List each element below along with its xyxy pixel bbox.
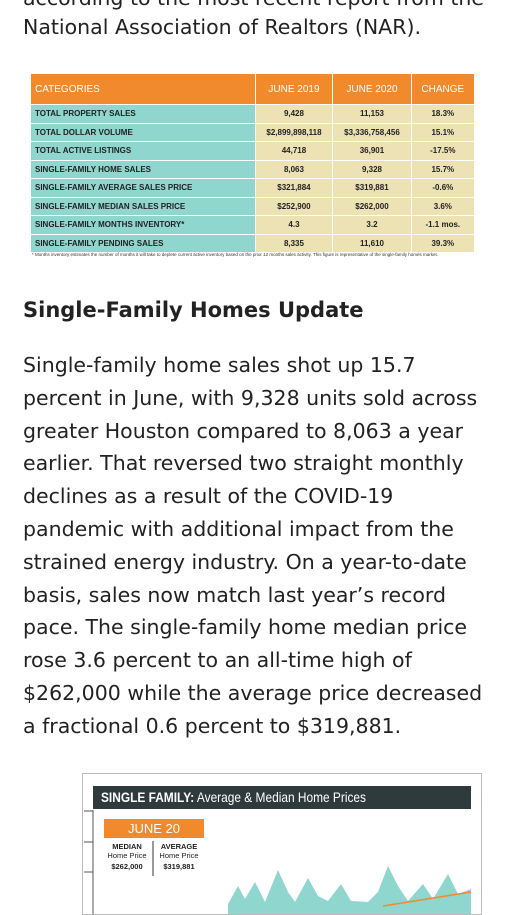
table-cell: TOTAL ACTIVE LISTINGS [30, 141, 256, 161]
chart-title: Average & Median Home Prices [196, 789, 367, 805]
area-decoration [228, 866, 471, 914]
table-cell: 9,328 [332, 159, 412, 179]
median-label: Home Price [107, 851, 147, 860]
badge: JUNE 20 [127, 821, 181, 836]
paragraph-line: basis, sales now match last year’s recor… [23, 582, 447, 607]
table-cell: SINGLE-FAMILY PENDING SALES [30, 233, 256, 253]
table-cell: $319,881 [332, 178, 412, 198]
table-row: SINGLE-FAMILY AVERAGE SALES PRICE $321,88… [30, 178, 476, 198]
table-cell: -1.1 mos. [410, 215, 476, 235]
average-label: Home Price [159, 851, 199, 860]
table-row: TOTAL ACTIVE LISTINGS 44,718 36,901 -17.5% [30, 141, 476, 161]
paragraph-line: $262,000 while the average price decreas… [23, 681, 483, 705]
table-header: JUNE 2020 [332, 73, 412, 105]
table-cell: SINGLE-FAMILY MONTHS INVENTORY* [30, 215, 256, 235]
table-cell: 44,718 [254, 141, 334, 161]
table-cell: 4.3 [254, 215, 334, 235]
paragraph-line: declines as a result of the COVID-19 [23, 484, 394, 509]
median-label: MEDIAN [112, 842, 142, 851]
paragraph-line: greater Houston compared to 8,063 a year [23, 418, 464, 443]
table-header: CHANGE [410, 73, 476, 105]
table-cell: 3.2 [332, 215, 412, 235]
table-cell: SINGLE-FAMILY AVERAGE SALES PRICE [30, 178, 256, 198]
table-cell: 36,901 [332, 141, 412, 161]
table-row: SINGLE-FAMILY MONTHS INVENTORY* 4.3 3.2 -1.… [30, 215, 476, 235]
table-row: SINGLE-FAMILY MEDIAN SALES PRICE $252,900… [30, 196, 476, 216]
table-row: SINGLE-FAMILY HOME SALES 8,063 9,328 15.7% [30, 159, 476, 179]
table-cell: $321,884 [254, 178, 334, 198]
chart-title-bar [93, 786, 471, 809]
table-cell: 15.1% [410, 122, 476, 142]
average-label: AVERAGE [160, 842, 198, 851]
table-cell: 18.3% [410, 104, 476, 124]
paragraph-line: earlier. That reversed two straight mont… [23, 451, 464, 476]
table-header: CATEGORIES [30, 73, 256, 105]
paragraph-line: pandemic with additional impact from the [23, 517, 454, 541]
chart-image: SINGLE FAMILY: Average & Median Home Pri… [82, 773, 482, 915]
table-cell: SINGLE-FAMILY MEDIAN SALES PRICE [30, 196, 256, 216]
table-cell: 11,610 [332, 233, 412, 253]
table-cell: 39.3% [410, 233, 476, 253]
intro-line: according to the most recent report from… [23, 0, 484, 10]
table-cell: TOTAL PROPERTY SALES [30, 104, 256, 124]
intro-line: National Association of Realtors (NAR). [23, 15, 421, 39]
table-cell: 11,153 [332, 104, 412, 124]
badge-bg [104, 819, 204, 838]
paragraph-line: pace. The single-family home median pric… [23, 615, 468, 640]
footnote: * Months inventory estimates the number … [32, 252, 439, 257]
table-row: TOTAL PROPERTY SALES 9,428 11,153 18.3% [30, 104, 476, 124]
table-cell: $262,000 [332, 196, 412, 216]
table-cell: SINGLE-FAMILY HOME SALES [30, 159, 256, 179]
median-value: $262,000 [111, 862, 143, 871]
table-cell: 8,063 [254, 159, 334, 179]
stats-table: CATEGORIES JUNE 2019 JUNE 2020 CHANGE TOTAL … [30, 73, 476, 253]
paragraph-line: a fractional 0.6 percent to $319,881. [23, 713, 402, 738]
table-cell: -0.6% [410, 178, 476, 198]
table-cell: -17.5% [410, 141, 476, 161]
table-cell: 3.6% [410, 196, 476, 216]
table-cell: 15.7% [410, 159, 476, 179]
paragraph-line: Single-family home sales shot up 15.7 [23, 353, 416, 377]
table-header: JUNE 2019 [254, 73, 334, 105]
table-cell: 9,428 [254, 104, 334, 124]
chart-title: SINGLE FAMILY: [101, 789, 195, 805]
table-cell: $2,899,898,118 [254, 122, 334, 142]
table-cell: $3,336,758,456 [332, 122, 412, 142]
paragraph-line: rose 3.6 percent to an all-time high of [23, 648, 412, 673]
table-row: SINGLE-FAMILY PENDING SALES 8,335 11,610 39… [30, 233, 476, 253]
average-value: $319,881 [163, 862, 195, 871]
paragraph-line: strained energy industry. On a year-to-d… [23, 549, 467, 574]
heading: Single-Family Homes Update [23, 298, 364, 322]
table-cell: 8,335 [254, 233, 334, 253]
table-row: TOTAL DOLLAR VOLUME $2,899,898,118 $3,336,… [30, 122, 476, 142]
paragraph-line: percent in June, with 9,328 units sold a… [23, 385, 478, 410]
table-cell: $252,900 [254, 196, 334, 216]
table-cell: TOTAL DOLLAR VOLUME [30, 122, 256, 142]
